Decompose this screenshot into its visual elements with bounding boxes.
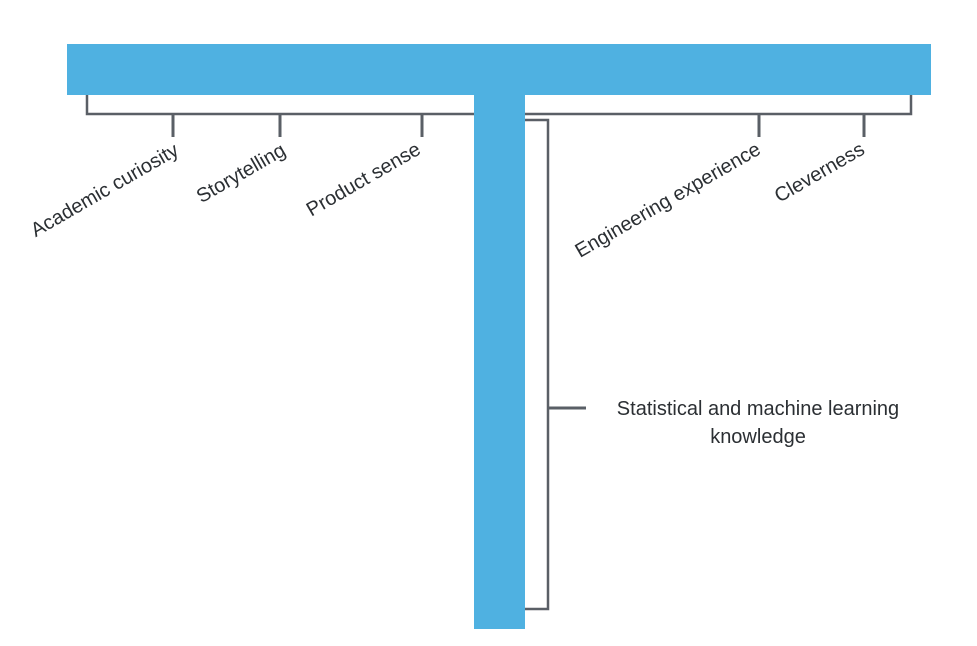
t-vertical-bar [474,44,525,629]
label-deep-skill-line2: knowledge [710,426,806,448]
label-engineering-experience: Engineering experience [571,138,764,262]
breadth-bracket-left [85,95,474,116]
label-deep-skill-line1: Statistical and machine learning [617,398,899,420]
breadth-bracket-right [525,95,913,116]
label-storytelling: Storytelling [193,139,290,208]
depth-bracket [525,118,550,611]
label-cleverness: Cleverness [771,138,869,207]
label-academic-curiosity: Academic curiosity [27,139,182,241]
label-product-sense: Product sense [303,138,425,221]
